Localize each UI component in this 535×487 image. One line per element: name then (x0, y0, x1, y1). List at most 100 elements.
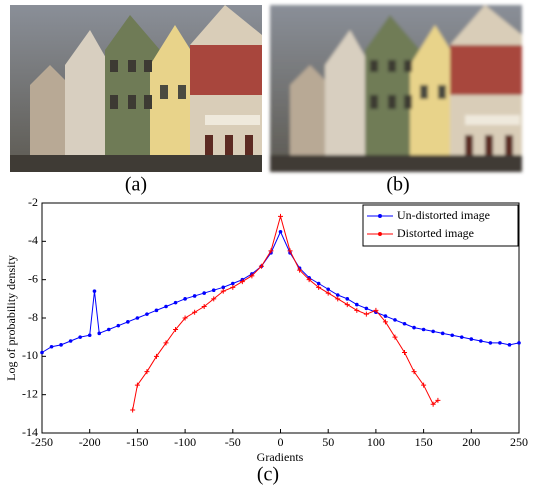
point (192, 309, 198, 315)
point (231, 281, 235, 286)
series-line (41, 230, 520, 353)
point (364, 306, 369, 311)
point (40, 350, 44, 355)
legend-box (362, 204, 519, 247)
y-tick-label: -2 (28, 195, 38, 209)
point (211, 296, 217, 302)
point (287, 248, 293, 254)
point (182, 315, 188, 321)
point (211, 288, 216, 293)
x-tick-label: 100 (367, 435, 385, 449)
point (126, 320, 130, 324)
point (306, 277, 312, 283)
point (220, 288, 226, 294)
point (431, 329, 435, 334)
point (440, 331, 445, 336)
y-axis-label: Log of probability density (4, 255, 18, 381)
x-tick-label: -150 (126, 435, 148, 449)
point (479, 339, 483, 343)
point (363, 311, 369, 317)
point (230, 284, 236, 290)
point (183, 297, 187, 301)
x-tick-label: 150 (415, 435, 433, 449)
point (87, 333, 92, 338)
point (192, 294, 197, 298)
point (78, 335, 82, 339)
point (59, 343, 63, 347)
point (430, 401, 436, 407)
point (249, 273, 255, 279)
legend-marker (378, 214, 382, 218)
photo-a (10, 5, 262, 172)
caption: (a) (125, 174, 147, 196)
point (49, 344, 54, 349)
point (507, 343, 512, 347)
point (154, 308, 159, 313)
point (345, 297, 350, 301)
point (163, 340, 169, 346)
point (373, 307, 379, 313)
point (498, 341, 502, 345)
y-tick-label: -8 (28, 310, 38, 324)
caption: (b) (386, 174, 409, 196)
point (459, 335, 464, 339)
point (164, 304, 168, 309)
legend-label: Un-distorted image (397, 208, 490, 222)
x-tick-label: 250 (510, 435, 528, 449)
point (145, 312, 149, 316)
point (450, 333, 455, 338)
point (402, 321, 407, 326)
point (278, 213, 283, 219)
point (392, 334, 398, 340)
point (134, 382, 140, 388)
point (201, 304, 207, 309)
point (469, 337, 474, 341)
point (92, 289, 97, 293)
x-tick-label: 0 (278, 435, 284, 449)
photo-b (270, 5, 522, 172)
point (173, 327, 179, 332)
x-tick-label: -250 (31, 435, 53, 449)
point (335, 293, 340, 297)
point (173, 300, 178, 305)
x-tick-label: -100 (174, 435, 196, 449)
point (268, 248, 274, 254)
point (316, 284, 322, 290)
point (383, 314, 388, 318)
point (316, 281, 321, 286)
point (68, 339, 73, 343)
point (97, 331, 102, 336)
point (130, 407, 136, 413)
x-tick-label: 200 (462, 435, 480, 449)
point (116, 323, 121, 328)
x-tick-label: -200 (79, 435, 101, 449)
y-tick-label: -10 (22, 348, 38, 362)
point (517, 341, 521, 345)
point (258, 263, 264, 269)
point (239, 279, 245, 285)
point (382, 319, 388, 325)
point (354, 307, 360, 313)
point (344, 302, 350, 308)
point (106, 327, 111, 332)
y-tick-label: -6 (28, 271, 38, 285)
y-tick-label: -4 (28, 233, 38, 247)
x-tick-label: 50 (322, 435, 334, 449)
point (355, 302, 359, 307)
x-tick-label: -50 (225, 435, 241, 449)
point (411, 369, 417, 375)
point (297, 267, 303, 273)
y-tick-label: -14 (22, 425, 38, 439)
point (325, 290, 331, 296)
point (335, 296, 341, 302)
point (153, 353, 159, 359)
legend-marker (378, 232, 382, 236)
x-axis-label: Gradients (257, 450, 304, 464)
point (278, 229, 283, 234)
point (221, 285, 226, 290)
point (144, 369, 150, 375)
point (421, 327, 426, 332)
point (393, 318, 397, 322)
